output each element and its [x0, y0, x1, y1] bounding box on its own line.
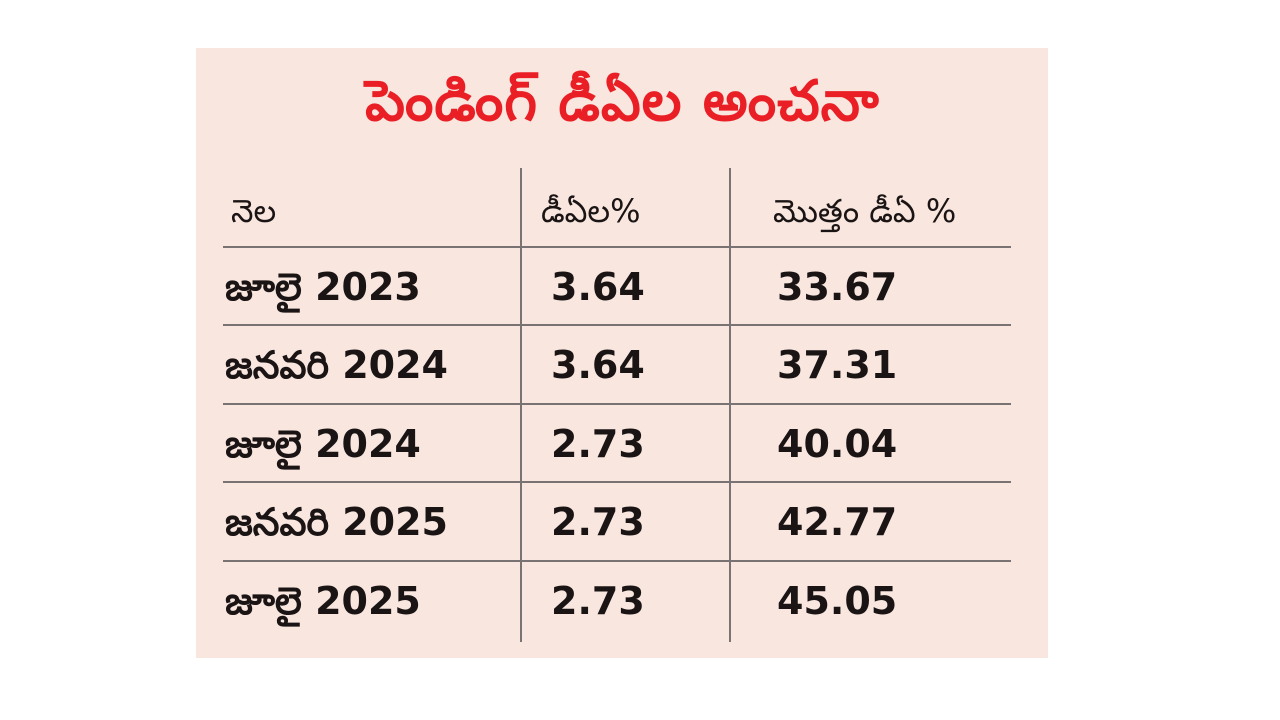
column-divider	[729, 168, 731, 642]
table-row-month: జనవరి 2024	[225, 343, 448, 387]
infographic-card	[196, 48, 1048, 658]
da-table: నెల డీఏల% మొత్తం డీఏ % జూలై 2023 3.64 33…	[223, 168, 1011, 642]
table-row-total: 37.31	[777, 343, 898, 387]
row-divider	[223, 560, 1011, 562]
header-total-da-percent: మొత్తం డీఏ %	[773, 192, 957, 230]
table-row-month: జనవరి 2025	[225, 500, 448, 544]
table-row-da: 3.64	[551, 265, 645, 309]
table-row-da: 2.73	[551, 579, 645, 623]
table-row-da: 2.73	[551, 500, 645, 544]
table-row-da: 3.64	[551, 343, 645, 387]
table-row-total: 42.77	[777, 500, 898, 544]
table-title: పెండింగ్ డీఏల అంచనా	[365, 69, 880, 134]
table-row-month: జూలై 2024	[225, 422, 421, 466]
row-divider	[223, 481, 1011, 483]
header-da-percent: డీఏల%	[541, 192, 641, 230]
table-row-total: 45.05	[777, 579, 898, 623]
table-row-da: 2.73	[551, 422, 645, 466]
table-row-month: జూలై 2023	[225, 265, 421, 309]
table-row-month: జూలై 2025	[225, 579, 421, 623]
table-row-total: 33.67	[777, 265, 898, 309]
header-month: నెల	[231, 192, 277, 230]
row-divider	[223, 246, 1011, 248]
row-divider	[223, 403, 1011, 405]
table-row-total: 40.04	[777, 422, 898, 466]
row-divider	[223, 324, 1011, 326]
column-divider	[520, 168, 522, 642]
